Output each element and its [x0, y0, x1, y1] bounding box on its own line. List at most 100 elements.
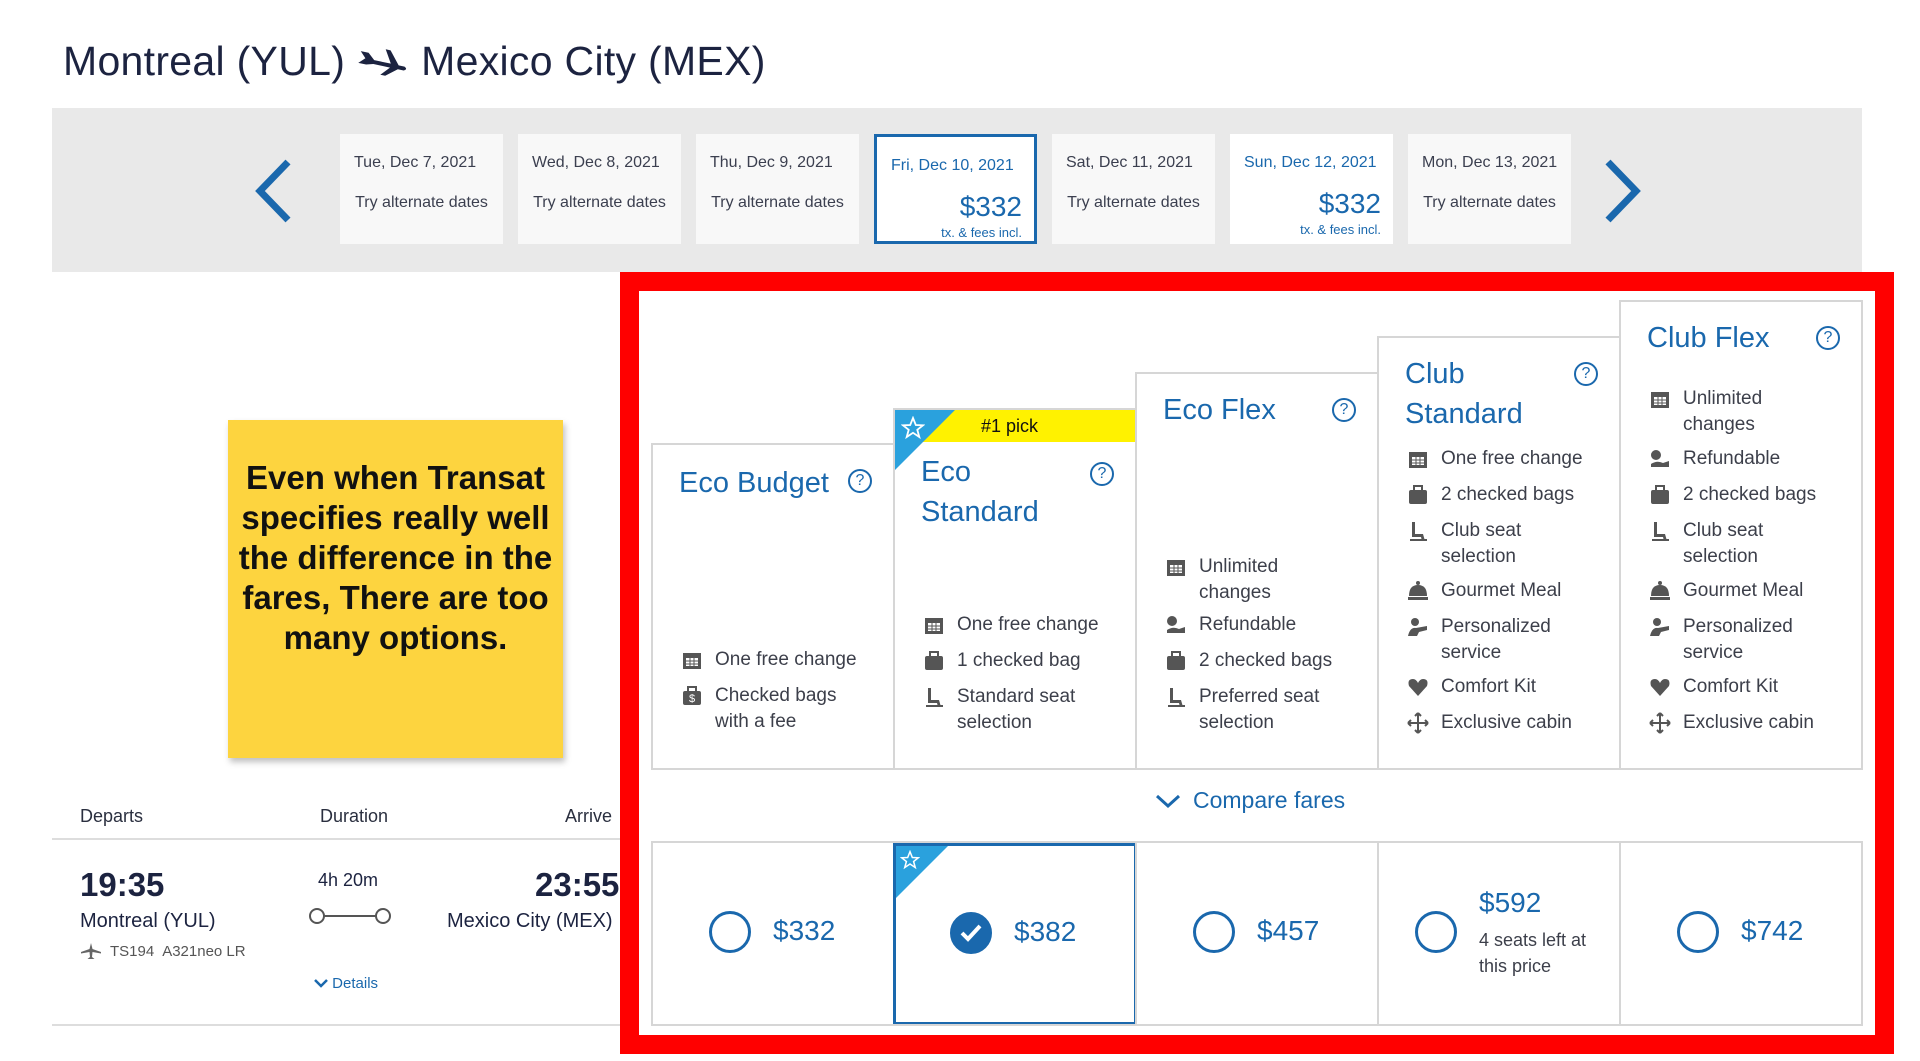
fare-card-eco-flex[interactable]: Eco Flex ? Unlimited changes Refundable …	[1135, 372, 1379, 768]
fare-feature: 2 checked bags	[1649, 482, 1816, 508]
fare-feature: Club seat selection	[1407, 518, 1561, 570]
fare-name: Club Flex	[1647, 322, 1770, 354]
calendar-icon	[683, 653, 701, 669]
fare-feature: Refundable	[1165, 612, 1296, 638]
date-card[interactable]: Wed, Dec 8, 2021 Try alternate dates	[518, 134, 681, 244]
chevron-down-icon	[1155, 794, 1181, 808]
aircraft: A321neo LR	[162, 942, 246, 960]
duration: 4h 20m	[318, 870, 379, 890]
fare-radio[interactable]	[1415, 911, 1457, 953]
date-card[interactable]: Sun, Dec 12, 2021 $332 tx. & fees incl.	[1230, 134, 1393, 244]
fare-feature: Comfort Kit	[1407, 674, 1536, 700]
suitcase-icon	[1167, 651, 1185, 670]
price-cell[interactable]: $742	[1619, 843, 1863, 1025]
divider	[651, 1024, 1863, 1026]
fare-radio[interactable]	[1193, 911, 1235, 953]
divider	[52, 1024, 622, 1026]
price-cell[interactable]: $592 4 seats left at this price	[1377, 843, 1621, 1025]
service-icon	[1650, 618, 1669, 636]
check-icon	[960, 924, 982, 942]
fare-price: $742	[1741, 915, 1804, 946]
price-cell[interactable]: $332	[651, 843, 895, 1025]
arrives-header: Arrive	[565, 806, 613, 826]
chevron-right-icon[interactable]	[1596, 156, 1646, 226]
calendar-icon	[925, 618, 943, 634]
help-icon[interactable]: ?	[1332, 398, 1356, 422]
star-icon	[901, 416, 925, 440]
seat-icon	[1168, 688, 1185, 707]
heart-icon	[1650, 679, 1670, 696]
date-price: $332	[1318, 188, 1381, 219]
seat-icon	[1410, 522, 1427, 541]
departs-header: Departs	[80, 806, 144, 826]
fare-price: $332	[773, 915, 836, 946]
fare-name: Eco Budget	[679, 467, 829, 499]
arrival-city: Mexico City (MEX)	[447, 910, 613, 932]
bag-fee-icon: $	[683, 686, 701, 705]
seat-icon	[1652, 522, 1669, 541]
svg-text:$: $	[689, 693, 695, 705]
fare-card-eco-budget[interactable]: Eco Budget ? One free change $ Checked ba…	[651, 443, 895, 768]
date-card-selected[interactable]: Fri, Dec 10, 2021 $332 tx. & fees incl.	[874, 134, 1037, 244]
calendar-icon	[1651, 392, 1669, 408]
duration-header: Duration	[320, 806, 389, 826]
fare-feature: 2 checked bags	[1165, 648, 1332, 674]
fare-radio-checked[interactable]	[950, 912, 992, 954]
divider	[651, 768, 1863, 770]
compare-fares-button[interactable]: Compare fares	[1155, 787, 1345, 814]
page-title: Montreal (YUL) Mexico City (MEX)	[63, 38, 766, 85]
cabin-icon	[1649, 712, 1671, 734]
date-card[interactable]: Mon, Dec 13, 2021 Try alternate dates	[1408, 134, 1571, 244]
suitcase-icon	[925, 651, 943, 670]
fare-price: $382	[1014, 916, 1077, 947]
badge-corner	[895, 410, 955, 470]
help-icon[interactable]: ?	[1816, 326, 1840, 350]
refund-icon	[1167, 616, 1185, 633]
suitcase-icon	[1409, 485, 1427, 504]
fare-radio[interactable]	[709, 911, 751, 953]
fare-name: Eco Flex	[1163, 394, 1276, 426]
fare-feature: Personalized service	[1649, 614, 1803, 666]
arrival-time: 23:55	[535, 866, 620, 903]
flight-number: TS194	[110, 942, 155, 960]
fare-feature: Refundable	[1649, 446, 1780, 472]
plane-icon	[358, 48, 407, 76]
fare-feature: Preferred seat selection	[1165, 684, 1339, 736]
date-card[interactable]: Sat, Dec 11, 2021 Try alternate dates	[1052, 134, 1215, 244]
heart-icon	[1408, 679, 1428, 696]
fare-feature: Standard seat selection	[923, 684, 1087, 736]
fare-card-club-flex[interactable]: Club Flex ? Unlimited changes Refundable…	[1619, 300, 1863, 768]
fare-feature: Unlimited changes	[1165, 554, 1329, 606]
origin-label: Montreal (YUL)	[63, 38, 346, 84]
flight-info: TS194 A321neo LR	[80, 942, 246, 960]
fare-feature: One free change	[923, 612, 1099, 638]
fare-card-club-standard[interactable]: Club Standard ? One free change 2 checke…	[1377, 336, 1621, 768]
chevron-down-icon	[314, 979, 328, 988]
destination-label: Mexico City (MEX)	[421, 38, 766, 84]
fare-card-eco-standard[interactable]: #1 pick Eco Standard ? One free change 1…	[893, 408, 1137, 768]
fare-feature: Club seat selection	[1649, 518, 1803, 570]
details-link[interactable]: Details	[314, 975, 378, 992]
price-cell-selected[interactable]: $382	[893, 843, 1137, 1025]
fare-feature: Gourmet Meal	[1407, 578, 1561, 604]
badge-corner	[896, 846, 948, 898]
fare-radio[interactable]	[1677, 911, 1719, 953]
date-card[interactable]: Thu, Dec 9, 2021 Try alternate dates	[696, 134, 859, 244]
divider	[52, 838, 622, 840]
route-line-icon	[309, 908, 391, 924]
price-cell[interactable]: $457	[1135, 843, 1379, 1025]
help-icon[interactable]: ?	[1090, 462, 1114, 486]
calendar-icon	[1167, 560, 1185, 576]
star-icon	[900, 850, 920, 870]
fare-feature: 1 checked bag	[923, 648, 1081, 674]
fare-feature: One free change	[1407, 446, 1583, 472]
fare-feature: Exclusive cabin	[1407, 710, 1572, 736]
fare-feature: Exclusive cabin	[1649, 710, 1814, 736]
help-icon[interactable]: ?	[1574, 362, 1598, 386]
help-icon[interactable]: ?	[848, 469, 872, 493]
meal-icon	[1650, 581, 1670, 600]
date-card[interactable]: Tue, Dec 7, 2021 Try alternate dates	[340, 134, 503, 244]
fare-feature: Gourmet Meal	[1649, 578, 1803, 604]
chevron-left-icon[interactable]	[250, 156, 300, 226]
date-carousel: Tue, Dec 7, 2021 Try alternate dates Wed,…	[52, 108, 1862, 272]
